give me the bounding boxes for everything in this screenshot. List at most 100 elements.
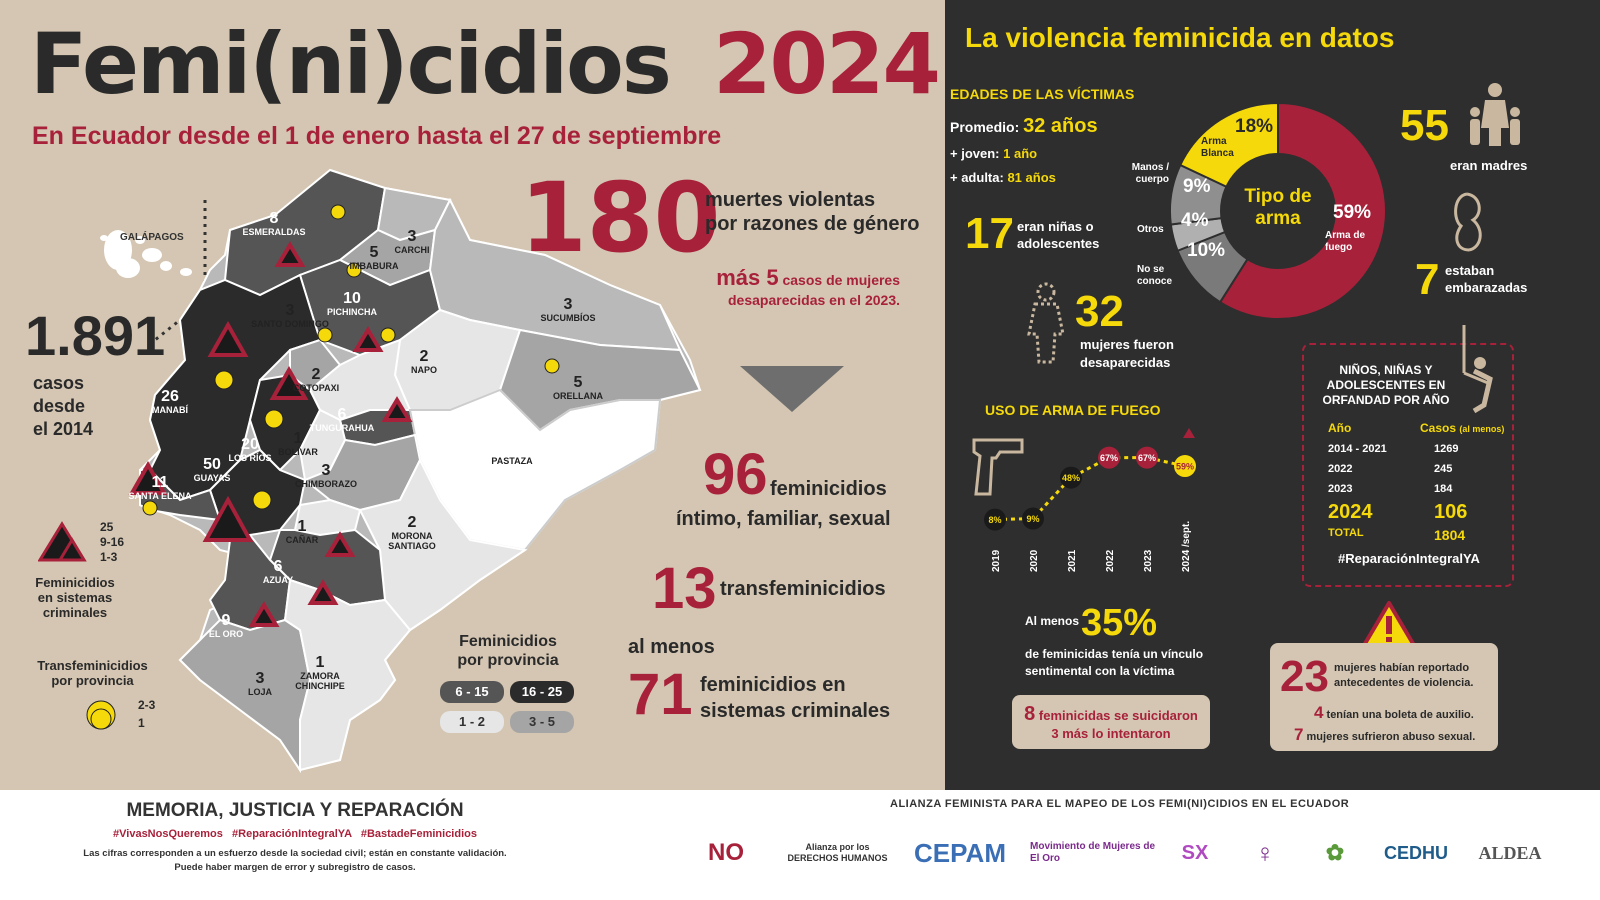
prior-label: mujeres habían reportado antecedentes de… bbox=[1334, 661, 1473, 691]
suicide-label: feminicidas se suicidaron bbox=[1038, 708, 1198, 723]
trans-count: 13 bbox=[652, 556, 717, 621]
galapagos-islands bbox=[100, 230, 192, 278]
province-name: IMBABURA bbox=[349, 261, 399, 271]
province-label: 1 CAÑAR bbox=[262, 518, 342, 545]
age-old-label: + adulta: bbox=[950, 170, 1004, 185]
title-main: Femi(ni)cidios bbox=[30, 15, 672, 113]
orphans-year: 2024 bbox=[1328, 501, 1373, 523]
logo-derechos-humanos: Alianza por los DERECHOS HUMANOS bbox=[787, 842, 888, 863]
legend-title-line: criminales bbox=[42, 605, 108, 620]
province-label: 3 CARCHI bbox=[372, 228, 452, 255]
province-name: CARCHI bbox=[394, 245, 430, 255]
donut-center-line: Tipo de bbox=[1244, 186, 1312, 207]
province-label: 6 TUNGURAHUA bbox=[302, 406, 382, 433]
total-count: 180 bbox=[520, 162, 721, 274]
trans-label: transfeminicidios bbox=[720, 578, 886, 600]
trans-legend-title: Transfeminicidios por provincia bbox=[30, 658, 155, 688]
abuse-line: 7 mujeres sufrieron abuso sexual. bbox=[1294, 725, 1475, 745]
prior-label-line: antecedentes de violencia. bbox=[1334, 677, 1474, 689]
firearm-point bbox=[984, 508, 1006, 531]
province-label: 26 MANABÍ bbox=[130, 388, 210, 415]
province-count: 3 bbox=[407, 228, 417, 245]
province-count: 5 bbox=[369, 244, 379, 261]
suicide-box: 8 feminicidas se suicidaron 3 más lo int… bbox=[1012, 695, 1210, 749]
legend-value: 1 bbox=[138, 716, 145, 730]
donut-pct-firearm: 59% bbox=[1333, 202, 1372, 223]
map-label-galapagos: GALÁPAGOS bbox=[120, 230, 184, 243]
missing-2023-label: desaparecidas en el 2023. bbox=[728, 292, 900, 308]
legend-pill: 6 - 15 bbox=[440, 681, 504, 703]
bond-value: 35% bbox=[1081, 602, 1158, 644]
province-count: 50 bbox=[203, 456, 221, 473]
footer-alliance: ALIANZA FEMINISTA PARA EL MAPEO DE LOS F… bbox=[890, 798, 1350, 810]
mothers-count: 55 bbox=[1400, 101, 1449, 150]
province-name: TUNGURAHUA bbox=[309, 423, 375, 433]
legend-pill: 3 - 5 bbox=[510, 711, 574, 733]
missing-label: mujeres fueron desaparecidas bbox=[1080, 336, 1174, 372]
total-label: muertes violentas por razones de género bbox=[705, 188, 920, 236]
logo-movimiento-mujeres: Movimiento de Mujeres de El Oro bbox=[1030, 841, 1156, 864]
trans-dot bbox=[380, 327, 396, 343]
province-name: PICHINCHA bbox=[326, 307, 377, 317]
province-name: MORONA SANTIAGO bbox=[388, 531, 436, 551]
page-subtitle: En Ecuador desde el 1 de enero hasta el … bbox=[32, 122, 722, 150]
legend-value: 9-16 bbox=[100, 535, 125, 549]
trans-dot bbox=[214, 370, 234, 390]
firearm-point bbox=[1136, 446, 1158, 469]
province-name: SUCUMBÍOS bbox=[540, 313, 596, 323]
prior-label-line: mujeres habían reportado bbox=[1334, 662, 1470, 674]
province-label: 50 GUAYAS bbox=[172, 456, 252, 483]
missing-label-line: desaparecidas bbox=[1080, 355, 1171, 370]
intimate-count: 96 bbox=[703, 442, 768, 507]
province-count: 11 bbox=[151, 474, 169, 491]
trans-dots bbox=[142, 204, 560, 516]
province-label: 1 BOLÍVAR bbox=[258, 430, 338, 457]
age-young: + joven: 1 año bbox=[950, 146, 1037, 161]
legend-pill: 1 - 2 bbox=[440, 711, 504, 733]
donut-pct-unknown: 10% bbox=[1187, 240, 1226, 261]
firearm-point-label: 9% bbox=[1026, 514, 1039, 524]
abuse-label: mujeres sufrieron abuso sexual. bbox=[1306, 731, 1476, 743]
total-label-line: por razones de género bbox=[705, 213, 920, 235]
orphans-cases: 245 bbox=[1434, 463, 1453, 475]
title-year: 2024 bbox=[713, 15, 941, 113]
triangle-marker bbox=[248, 601, 280, 627]
boleta-line: 4 tenían una boleta de auxilio. bbox=[1314, 703, 1474, 723]
legend-title-line: por provincia bbox=[457, 652, 559, 669]
orphans-year: 2022 bbox=[1328, 463, 1353, 475]
province-name: MANABÍ bbox=[152, 405, 188, 415]
criminal-label-line: feminicidios en bbox=[700, 674, 846, 696]
intimate-label-2: íntimo, familiar, sexual bbox=[676, 508, 891, 530]
abuse-count: 7 bbox=[1294, 725, 1304, 744]
province-name: GUAYAS bbox=[193, 473, 231, 483]
age-avg-value: 32 años bbox=[1023, 115, 1098, 137]
triangle-legend-values: 25 9-16 1-3 bbox=[100, 520, 124, 565]
missing-2023-count: más 5 bbox=[716, 265, 779, 290]
province-count: 6 bbox=[273, 558, 283, 575]
firearm-x-tick: 2023 bbox=[1143, 549, 1154, 572]
province-label: 3 SANTO DOMINGO bbox=[250, 302, 330, 329]
trans-dot bbox=[544, 358, 560, 374]
criminal-label: feminicidios en sistemas criminales bbox=[700, 672, 890, 724]
orphans-head-year: Año bbox=[1328, 421, 1352, 435]
firearm-point bbox=[1174, 455, 1196, 478]
province-count: 1 bbox=[315, 654, 325, 671]
missing-label-line: mujeres fueron bbox=[1080, 337, 1174, 352]
up-arrow-icon bbox=[1183, 428, 1195, 438]
province-label: 2 NAPO bbox=[384, 348, 464, 375]
orphans-year: 2023 bbox=[1328, 483, 1353, 495]
logo-sx: SX bbox=[1181, 841, 1209, 864]
province-name: NAPO bbox=[410, 365, 437, 375]
firearm-point-label: 67% bbox=[1100, 453, 1118, 463]
legend-pill: 16 - 25 bbox=[510, 681, 574, 703]
triangle-marker bbox=[207, 320, 249, 357]
right-heading: La violencia feminicida en datos bbox=[965, 22, 1395, 53]
bond-label-line: sentimental con la víctima bbox=[1025, 664, 1175, 678]
age-young-label: + joven: bbox=[950, 146, 1000, 161]
down-arrow-icon bbox=[740, 366, 844, 412]
trans-dot bbox=[346, 262, 362, 278]
firearm-chart-title: USO DE ARMA DE FUEGO bbox=[985, 402, 1161, 418]
family-icon bbox=[1470, 83, 1520, 146]
pregnant-count: 7 bbox=[1415, 255, 1440, 304]
province-count: 3 bbox=[255, 670, 265, 687]
